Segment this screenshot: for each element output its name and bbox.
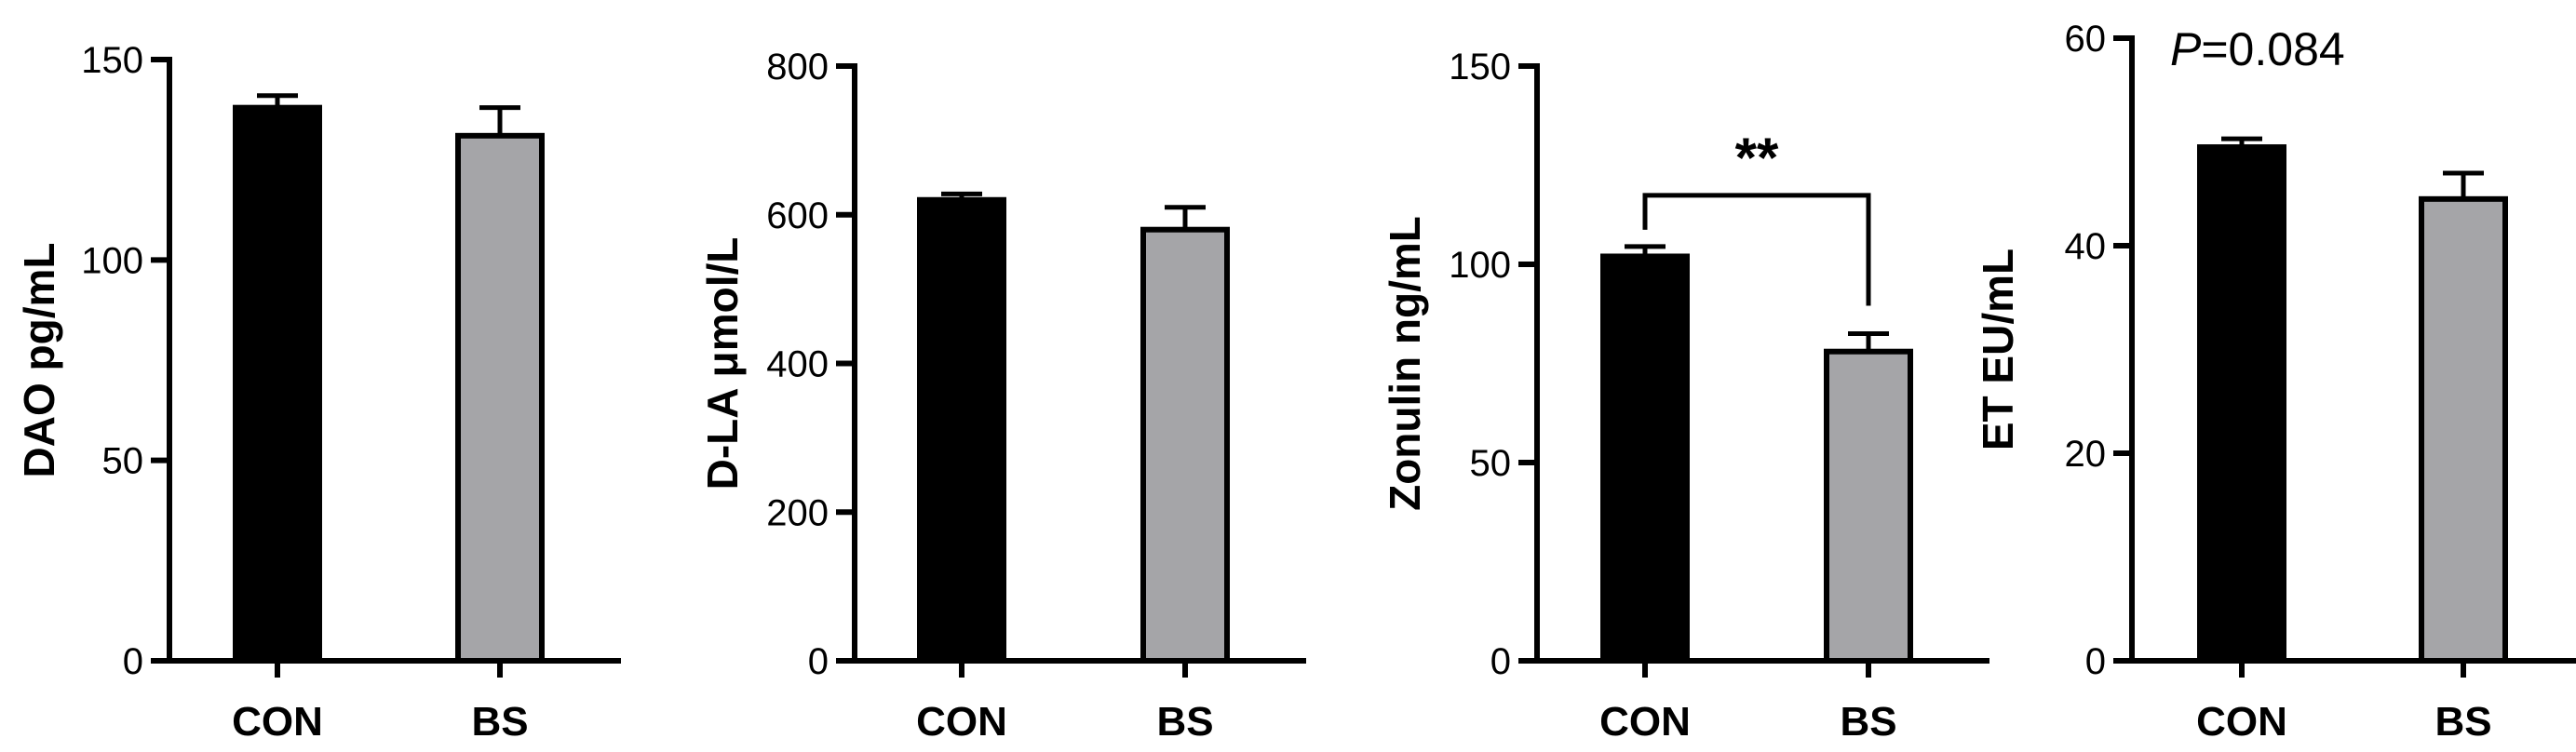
y-axis-label: D-LA μmol/L [698, 237, 747, 490]
y-axis-label: ET EU/mL [1974, 248, 2022, 450]
category-label-bs: BS [2434, 699, 2491, 745]
y-tick-label: 50 [102, 441, 144, 482]
y-tick-label: 100 [81, 240, 143, 281]
y-tick-label: 0 [123, 641, 143, 682]
bar-bs [2419, 195, 2508, 664]
y-tick-label: 60 [2065, 19, 2107, 60]
y-tick-label: 100 [1449, 245, 1511, 286]
p-value-label: P=0.084 [2170, 23, 2345, 75]
y-axis-label: DAO pg/mL [15, 243, 63, 478]
category-label-con: CON [2196, 699, 2287, 745]
y-tick-label: 20 [2065, 434, 2107, 475]
significance-bracket [1642, 193, 1871, 306]
bar-bs [1140, 226, 1230, 664]
y-tick-label: 0 [2085, 641, 2106, 682]
panel-dao: 0 50 100 150 DAO pg/mL CON BS [15, 40, 621, 745]
bar-con [917, 196, 1006, 664]
y-tick-label: 0 [1490, 641, 1511, 682]
category-label-bs: BS [1156, 699, 1213, 745]
y-tick-label: 400 [766, 344, 829, 385]
y-tick-label: 150 [1449, 47, 1511, 87]
panel-dla: 0 200 400 600 800 D-LA μmol/L CON BS [698, 47, 1306, 745]
y-tick-label: 200 [766, 492, 829, 533]
bar-bs [455, 132, 545, 664]
y-tick-label: 50 [1470, 443, 1512, 484]
bar-con [233, 104, 322, 665]
category-label-con: CON [1599, 699, 1691, 745]
y-tick-label: 150 [81, 40, 143, 81]
y-tick-label: 40 [2065, 226, 2107, 267]
bar-bs [1824, 348, 1913, 664]
p-value-text: =0.084 [2201, 23, 2344, 75]
panel-zonulin: 0 50 100 150 Zonulin ng/mL CON BS ** [1381, 47, 1989, 745]
y-tick-label: 0 [808, 641, 829, 682]
significance-stars: ** [1735, 127, 1779, 189]
bar-con [2197, 144, 2286, 664]
y-tick-label: 600 [766, 195, 829, 236]
category-label-con: CON [916, 699, 1007, 745]
y-tick-label: 800 [766, 47, 829, 87]
panel-et: 0 20 40 60 ET EU/mL CON BS P=0.084 [1974, 19, 2576, 745]
category-label-con: CON [232, 699, 323, 745]
p-value-prefix: P [2170, 23, 2202, 75]
category-label-bs: BS [471, 699, 528, 745]
y-axis-label: Zonulin ng/mL [1381, 216, 1429, 511]
bar-con [1600, 253, 1690, 664]
category-label-bs: BS [1840, 699, 1896, 745]
